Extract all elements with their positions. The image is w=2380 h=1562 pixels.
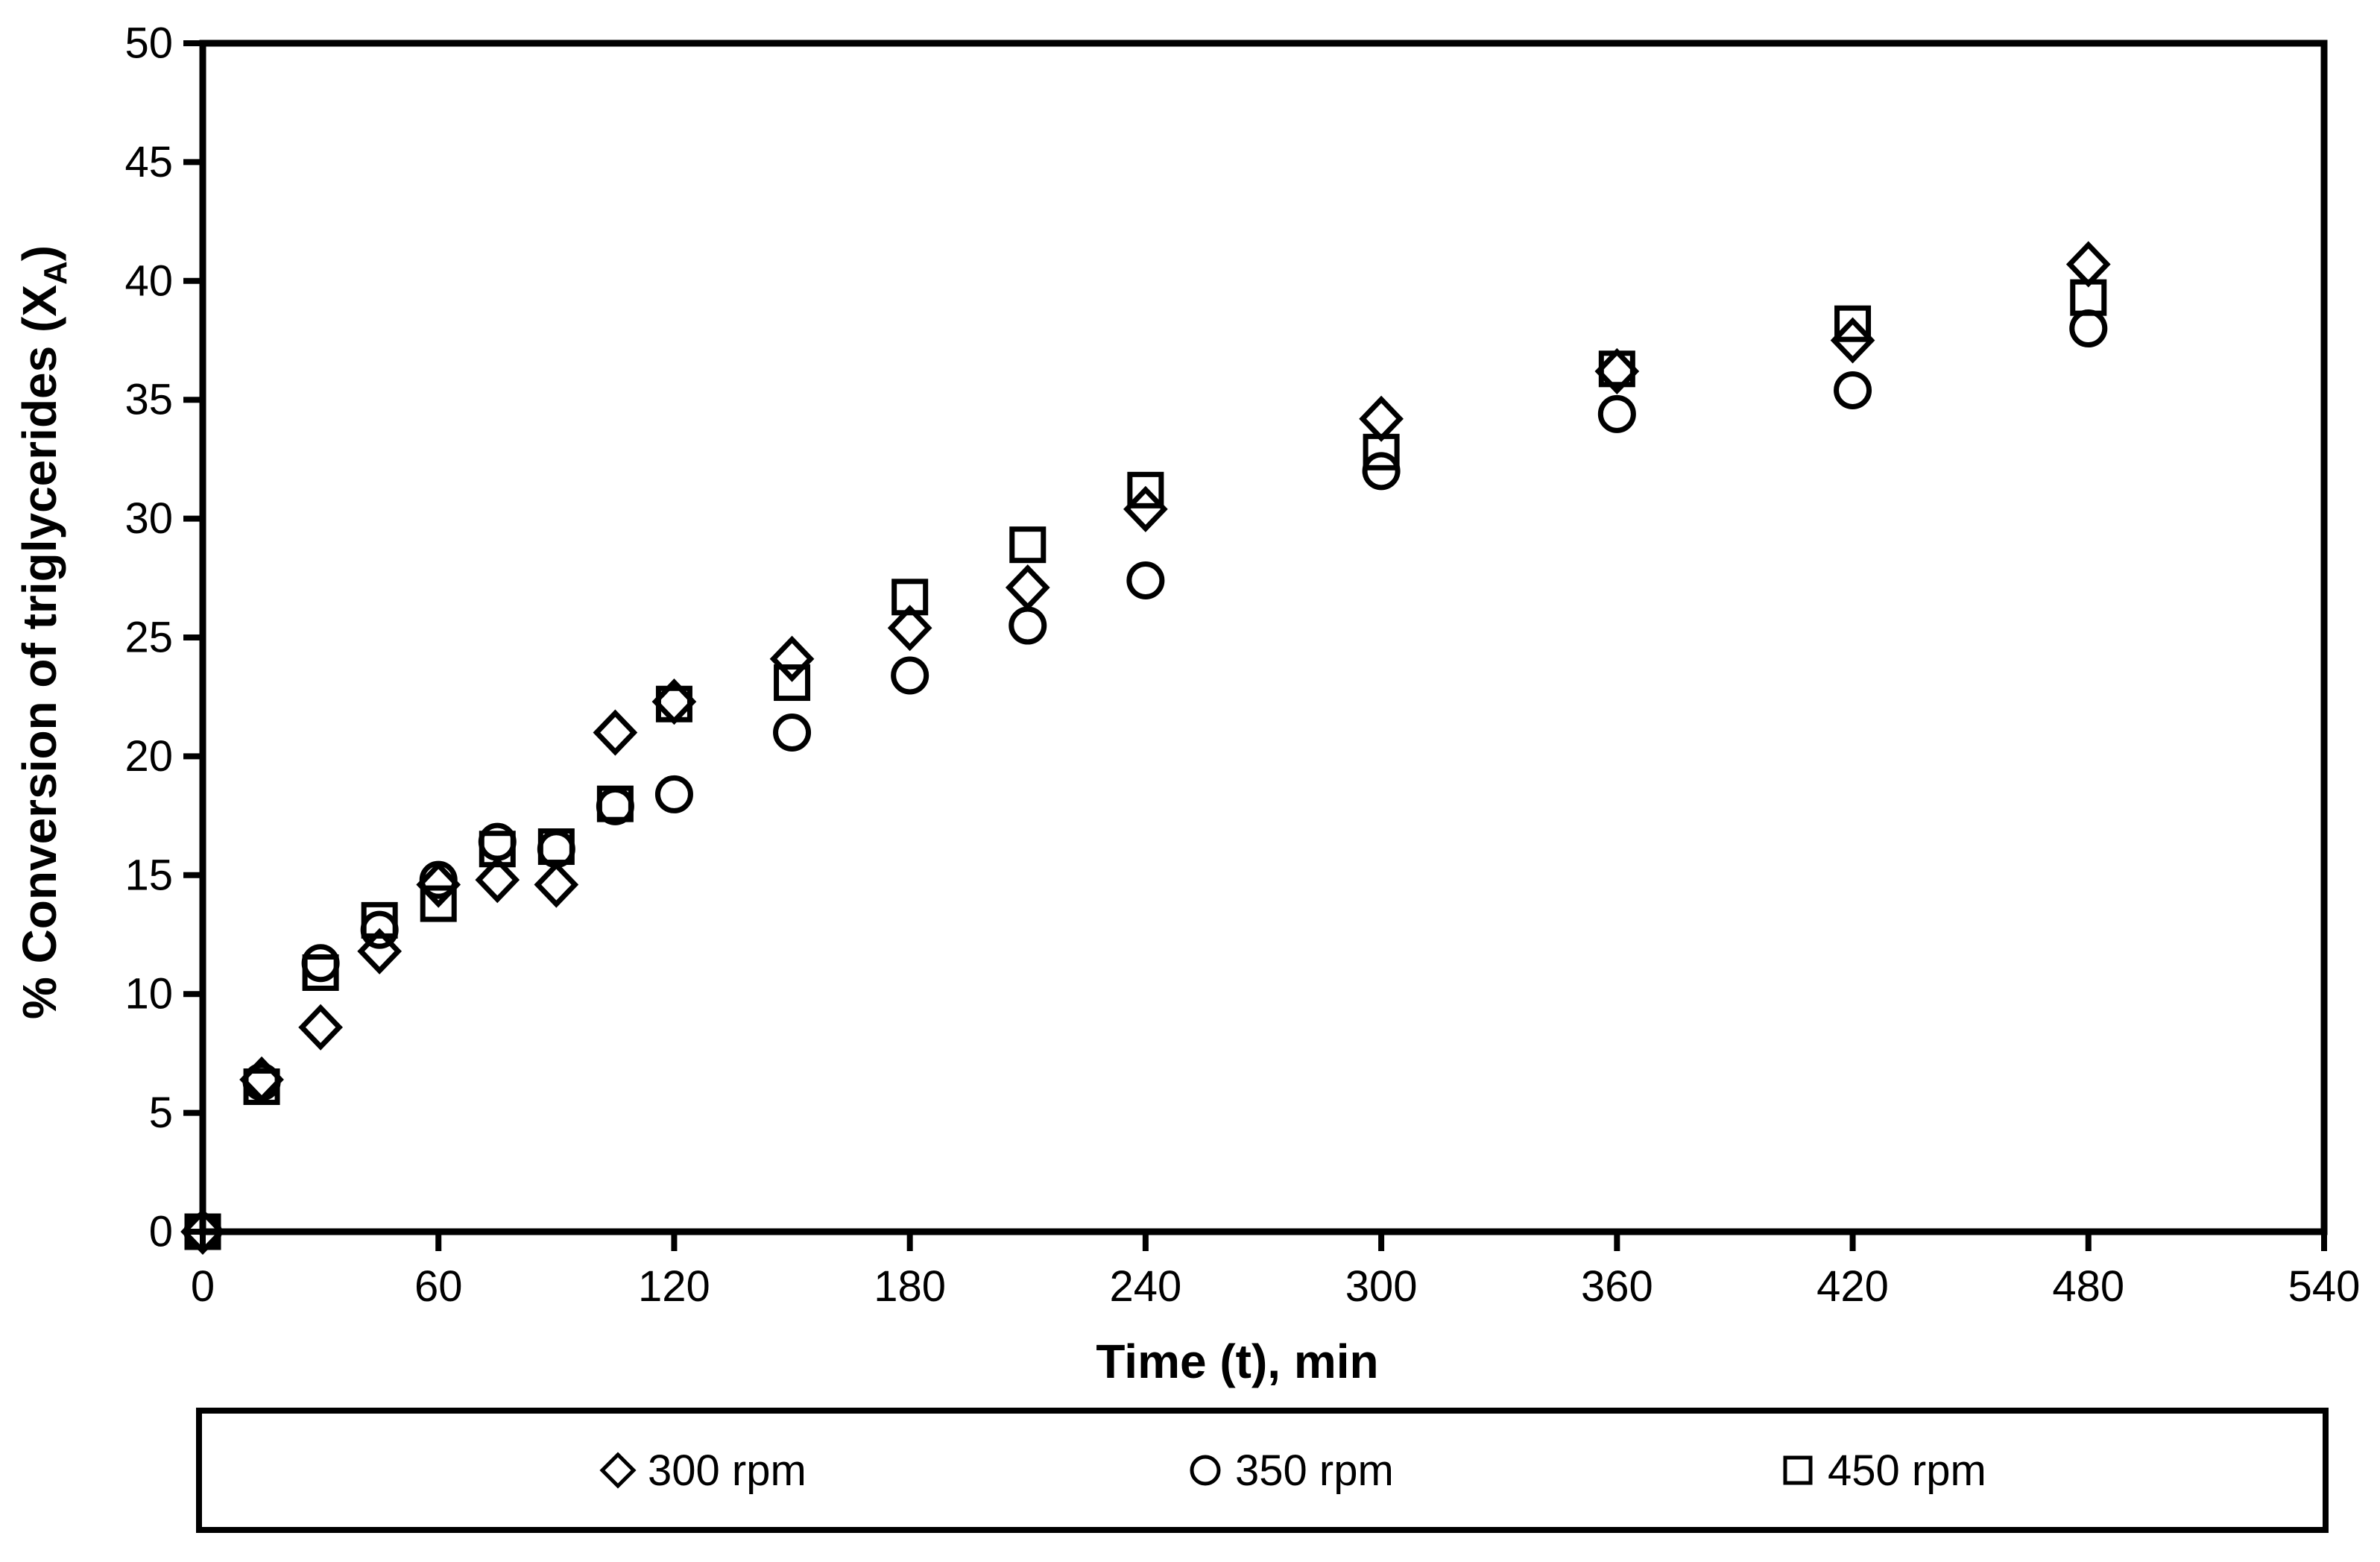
data-point-circle [2069, 309, 2108, 348]
data-point-diamond [534, 861, 579, 908]
x-axis-ticks [200, 1232, 2327, 1251]
x-tick-label: 60 [414, 1262, 463, 1311]
square-marker-icon [1783, 1455, 1813, 1485]
legend-entry-300rpm: 300 rpm [599, 1414, 807, 1527]
legend-label: 350 rpm [1235, 1446, 1394, 1495]
data-point-square [596, 785, 634, 822]
y-tick-label: 35 [124, 376, 173, 424]
legend-label: 450 rpm [1828, 1446, 1986, 1495]
y-tick-label: 50 [124, 19, 173, 68]
y-tick-label: 5 [149, 1089, 173, 1137]
y-tick-label: 0 [149, 1208, 173, 1256]
data-point-square [891, 579, 929, 616]
x-tick-label: 120 [638, 1262, 710, 1311]
y-axis-tick-labels: 0 5 10 15 20 25 30 35 40 45 50 [124, 19, 173, 1256]
legend-box: 300 rpm 350 rpm 450 rpm [196, 1408, 2329, 1533]
data-point-square [420, 885, 457, 922]
x-tick-label: 360 [1581, 1262, 1653, 1311]
diamond-marker-icon [599, 1452, 637, 1489]
data-point-diamond [416, 861, 461, 908]
data-point-circle [301, 944, 340, 983]
data-point-square [361, 901, 398, 939]
data-point-square [1834, 305, 1872, 342]
data-point-diamond [769, 635, 815, 682]
data-point-circle [891, 656, 929, 695]
y-tick-label: 20 [124, 732, 173, 781]
data-points [180, 241, 2111, 1256]
legend-entry-350rpm: 350 rpm [1186, 1414, 1394, 1527]
axes-spines [199, 40, 2328, 1235]
y-tick-label: 40 [124, 256, 173, 305]
data-point-circle [1008, 606, 1047, 645]
data-point-diamond [1359, 395, 1404, 442]
y-tick-label: 25 [124, 614, 173, 662]
data-point-square [479, 831, 516, 868]
data-point-square [537, 828, 575, 866]
axes-frame [199, 40, 2328, 1235]
x-tick-label: 240 [1109, 1262, 1181, 1311]
data-point-square [1009, 526, 1047, 564]
data-point-square [243, 1068, 280, 1106]
y-tick-label: 15 [124, 851, 173, 899]
data-point-circle [1126, 561, 1165, 599]
data-point-diamond [1594, 347, 1640, 394]
data-point-diamond [1830, 317, 1875, 364]
y-tick-label: 10 [124, 970, 173, 1018]
x-axis-tick-labels: 0 60 120 180 240 300 360 420 480 540 [191, 1262, 2361, 1311]
data-point-diamond [593, 709, 638, 756]
y-tick-label: 45 [124, 138, 173, 186]
x-tick-label: 420 [1816, 1262, 1889, 1311]
data-point-square [1363, 433, 1400, 470]
x-tick-label: 300 [1345, 1262, 1418, 1311]
data-point-square [774, 664, 811, 702]
data-point-diamond [1005, 564, 1050, 611]
data-point-diamond [298, 1004, 343, 1051]
y-tick-label: 30 [124, 494, 173, 543]
data-point-circle [654, 775, 693, 813]
data-point-circle [1362, 452, 1401, 491]
data-point-square [184, 1213, 221, 1250]
data-point-diamond [357, 928, 403, 974]
data-point-square [655, 685, 692, 722]
x-tick-label: 540 [2288, 1262, 2361, 1311]
x-tick-label: 480 [2052, 1262, 2124, 1311]
data-point-circle [419, 860, 458, 899]
data-point-circle [1834, 371, 1872, 409]
data-point-diamond [2065, 241, 2111, 288]
data-point-diamond [475, 857, 520, 904]
data-point-square [1127, 471, 1164, 508]
data-point-square [302, 954, 339, 992]
circle-marker-icon [1190, 1455, 1221, 1486]
data-point-circle [478, 822, 517, 861]
data-point-circle [1597, 394, 1636, 433]
x-tick-label: 180 [874, 1262, 946, 1311]
data-point-diamond [887, 605, 932, 652]
data-point-square [2070, 279, 2107, 316]
x-axis-title: Time (t), min [1096, 1335, 1378, 1388]
legend-entry-450rpm: 450 rpm [1778, 1414, 1986, 1527]
data-point-diamond [1123, 485, 1168, 532]
data-point-circle [773, 714, 812, 752]
legend-label: 300 rpm [648, 1446, 807, 1495]
data-point-square [1598, 350, 1635, 388]
x-tick-label: 0 [191, 1262, 215, 1311]
